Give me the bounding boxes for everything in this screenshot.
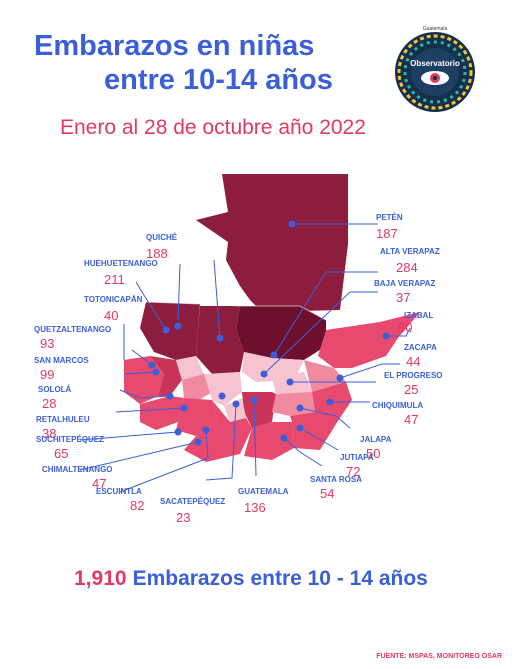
region-totonicapan (176, 356, 204, 382)
region-peten (196, 174, 348, 312)
label-huehuetenango-value: 211 (104, 272, 125, 287)
label-jalapa-value: 50 (366, 446, 380, 461)
label-zacapa-value: 44 (406, 354, 420, 369)
total-number: 1,910 (74, 567, 127, 590)
region-guatemala (242, 392, 276, 428)
label-retalhuleu-value: 38 (42, 426, 56, 441)
region-alta-verapaz (236, 306, 326, 360)
label-jalapa-name: JALAPA (360, 435, 392, 444)
total-summary: 1,910 Embarazos entre 10 - 14 años (74, 567, 428, 591)
label-baja-verapaz-value: 37 (396, 290, 410, 305)
region-santa-rosa (244, 422, 294, 460)
subtitle: Enero al 28 de octubre año 2022 (60, 116, 366, 139)
label-zacapa-name: ZACAPA (404, 343, 437, 352)
label-santa-rosa-value: 54 (320, 486, 334, 501)
label-guatemala-name: GUATEMALA (238, 487, 289, 496)
label-quetzaltenango-name: QUETZALTENANGO (34, 325, 111, 334)
region-quetzaltenango (150, 356, 182, 396)
label-escuintla-value: 82 (130, 498, 144, 513)
guatemala-map: PETÉN 187 QUICHÉ 188 HUEHUETENANGO 211 A… (34, 174, 443, 525)
region-san-marcos (124, 356, 164, 404)
label-escuintla-name: ESCUINTLA (96, 487, 142, 496)
label-peten-name: PETÉN (376, 213, 403, 222)
region-sacatepequez (224, 398, 246, 422)
label-chiquimula-value: 47 (404, 412, 418, 427)
label-san-marcos-value: 99 (40, 367, 54, 382)
label-suchitepequez-value: 65 (54, 446, 68, 461)
label-quiche-name: QUICHÉ (146, 233, 178, 242)
region-baja-verapaz (242, 352, 304, 382)
label-izabal-value: 60 (398, 320, 412, 335)
label-chimaltenango-name: CHIMALTENANGO (42, 465, 113, 474)
region-jalapa (272, 392, 316, 416)
label-huehuetenango-name: HUEHUETENANGO (84, 259, 158, 268)
observatorio-logo: Observatorio Guatemala (387, 24, 483, 120)
region-escuintla (184, 400, 252, 462)
label-jutiapa-name: JUTIAPA (340, 453, 374, 462)
label-alta-verapaz-value: 284 (396, 260, 418, 275)
label-quiche-value: 188 (146, 246, 168, 261)
region-retalhuleu (140, 396, 184, 430)
label-sacatepequez-value: 23 (176, 510, 190, 525)
label-santa-rosa-name: SANTA ROSA (310, 475, 362, 484)
label-quetzaltenango-value: 93 (40, 336, 54, 351)
label-izabal-name: IZABAL (404, 311, 433, 320)
region-solola (182, 374, 212, 402)
label-solola-value: 28 (42, 396, 56, 411)
label-peten-value: 187 (376, 226, 398, 241)
label-el-progreso-name: EL PROGRESO (384, 371, 443, 380)
title-line-2: entre 10-14 años (104, 64, 333, 96)
total-text: Embarazos entre 10 - 14 años (132, 567, 428, 590)
label-guatemala-value: 136 (244, 500, 266, 515)
label-chiquimula-name: CHIQUIMULA (372, 401, 423, 410)
region-zacapa (304, 360, 346, 392)
label-totonicapan-name: TOTONICAPÁN (84, 295, 143, 304)
label-solola-name: SOLOLÁ (38, 385, 72, 394)
label-jutiapa-value: 72 (346, 464, 360, 479)
label-sacatepequez-name: SACATEPÉQUEZ (160, 497, 225, 506)
svg-text:Observatorio: Observatorio (410, 59, 460, 68)
label-chimaltenango-value: 47 (92, 476, 106, 491)
label-baja-verapaz-name: BAJA VERAPAZ (374, 279, 435, 288)
region-chimaltenango (204, 372, 242, 406)
label-alta-verapaz-name: ALTA VERAPAZ (380, 247, 440, 256)
label-san-marcos-name: SAN MARCOS (34, 356, 89, 365)
region-izabal (318, 312, 420, 368)
svg-text:Guatemala: Guatemala (423, 26, 448, 32)
title-line-1: Embarazos en niñas (34, 30, 315, 62)
label-el-progreso-value: 25 (404, 382, 418, 397)
label-retalhuleu-name: RETALHULEU (36, 415, 90, 424)
region-huehuetenango (140, 302, 200, 360)
region-jutiapa (290, 412, 336, 450)
label-totonicapan-value: 40 (104, 308, 118, 323)
source-note: FUENTE: MSPAS, MONITOREO OSAR (376, 653, 502, 660)
label-suchitepequez-name: SUCHITEPÉQUEZ (36, 435, 104, 444)
